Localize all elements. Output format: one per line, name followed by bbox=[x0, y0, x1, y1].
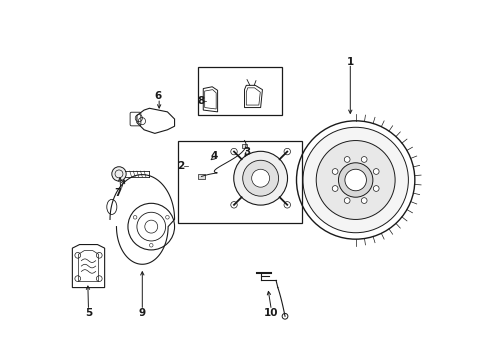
Circle shape bbox=[230, 202, 237, 208]
Text: 8: 8 bbox=[197, 96, 204, 106]
Circle shape bbox=[361, 198, 366, 203]
Circle shape bbox=[251, 169, 269, 187]
Ellipse shape bbox=[106, 199, 117, 215]
Text: 2: 2 bbox=[177, 161, 184, 171]
Circle shape bbox=[284, 202, 290, 208]
Text: 1: 1 bbox=[346, 57, 353, 67]
Circle shape bbox=[344, 169, 366, 191]
Text: 4: 4 bbox=[210, 151, 217, 161]
Circle shape bbox=[361, 157, 366, 162]
Bar bbox=[241, 144, 247, 148]
Circle shape bbox=[338, 163, 372, 197]
Text: 10: 10 bbox=[264, 308, 278, 318]
Bar bbox=[178, 140, 301, 223]
Circle shape bbox=[372, 168, 378, 174]
Circle shape bbox=[303, 127, 407, 233]
Circle shape bbox=[284, 148, 290, 155]
Bar bbox=[198, 67, 282, 116]
Text: 5: 5 bbox=[85, 308, 92, 318]
Circle shape bbox=[112, 167, 126, 181]
Circle shape bbox=[242, 160, 278, 196]
Circle shape bbox=[331, 186, 337, 192]
Bar bbox=[198, 174, 204, 179]
Text: 7: 7 bbox=[114, 188, 122, 198]
Circle shape bbox=[233, 151, 287, 205]
Circle shape bbox=[230, 148, 237, 155]
Circle shape bbox=[344, 198, 349, 203]
Text: 3: 3 bbox=[243, 147, 250, 157]
Circle shape bbox=[372, 186, 378, 192]
Text: 9: 9 bbox=[139, 308, 145, 318]
Circle shape bbox=[331, 168, 337, 174]
Circle shape bbox=[316, 140, 394, 220]
Circle shape bbox=[344, 157, 349, 162]
Text: 6: 6 bbox=[155, 91, 162, 101]
